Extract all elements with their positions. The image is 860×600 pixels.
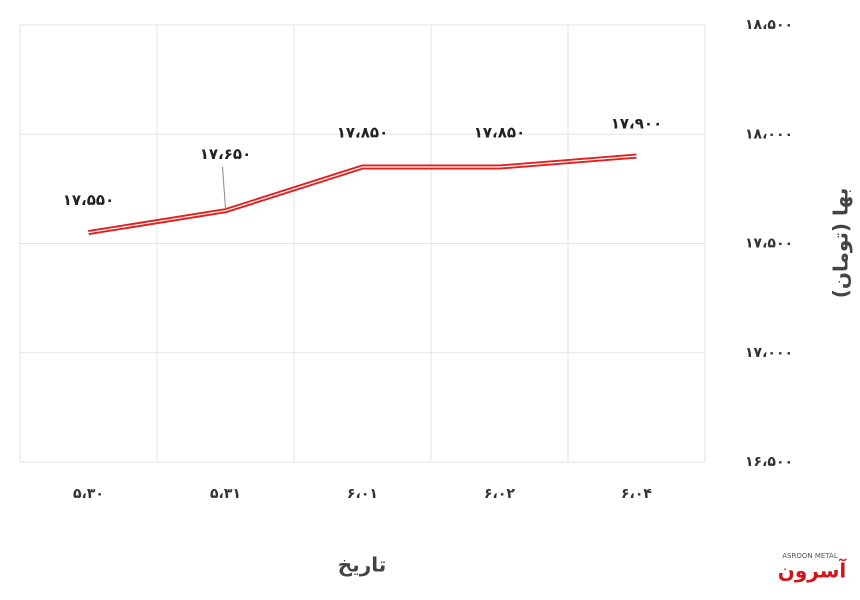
y-tick-label: ۱۸،۵۰۰ xyxy=(745,17,793,33)
y-tick-label: ۱۷،۵۰۰ xyxy=(745,236,793,252)
x-tick-label: ۶،۰۴ xyxy=(621,486,652,502)
logo-name: آسرون xyxy=(778,558,848,583)
data-label: ۱۷،۸۵۰ xyxy=(337,124,388,142)
data-label: ۱۷،۵۵۰ xyxy=(63,191,114,209)
logo: آسرون ASROON METAL xyxy=(778,552,848,583)
y-tick-label: ۱۸،۰۰۰ xyxy=(745,126,793,142)
y-tick-label: ۱۶،۵۰۰ xyxy=(745,454,793,470)
x-tick-label: ۶،۰۲ xyxy=(484,486,515,502)
y-tick-label: ۱۷،۰۰۰ xyxy=(745,345,793,361)
logo-subtitle: ASROON METAL xyxy=(782,552,838,560)
x-tick-label: ۵،۳۱ xyxy=(210,486,241,502)
data-label: ۱۷،۶۵۰ xyxy=(200,145,251,163)
data-label: ۱۷،۹۰۰ xyxy=(611,115,662,133)
line-core xyxy=(88,155,637,234)
data-label: ۱۷،۸۵۰ xyxy=(474,124,525,142)
leader-line xyxy=(222,166,226,209)
x-axis-title: تاریخ xyxy=(338,553,386,577)
y-axis-title: بها (تومان) xyxy=(829,188,853,298)
x-tick-label: ۵،۳۰ xyxy=(73,486,104,502)
x-tick-label: ۶،۰۱ xyxy=(347,486,378,502)
